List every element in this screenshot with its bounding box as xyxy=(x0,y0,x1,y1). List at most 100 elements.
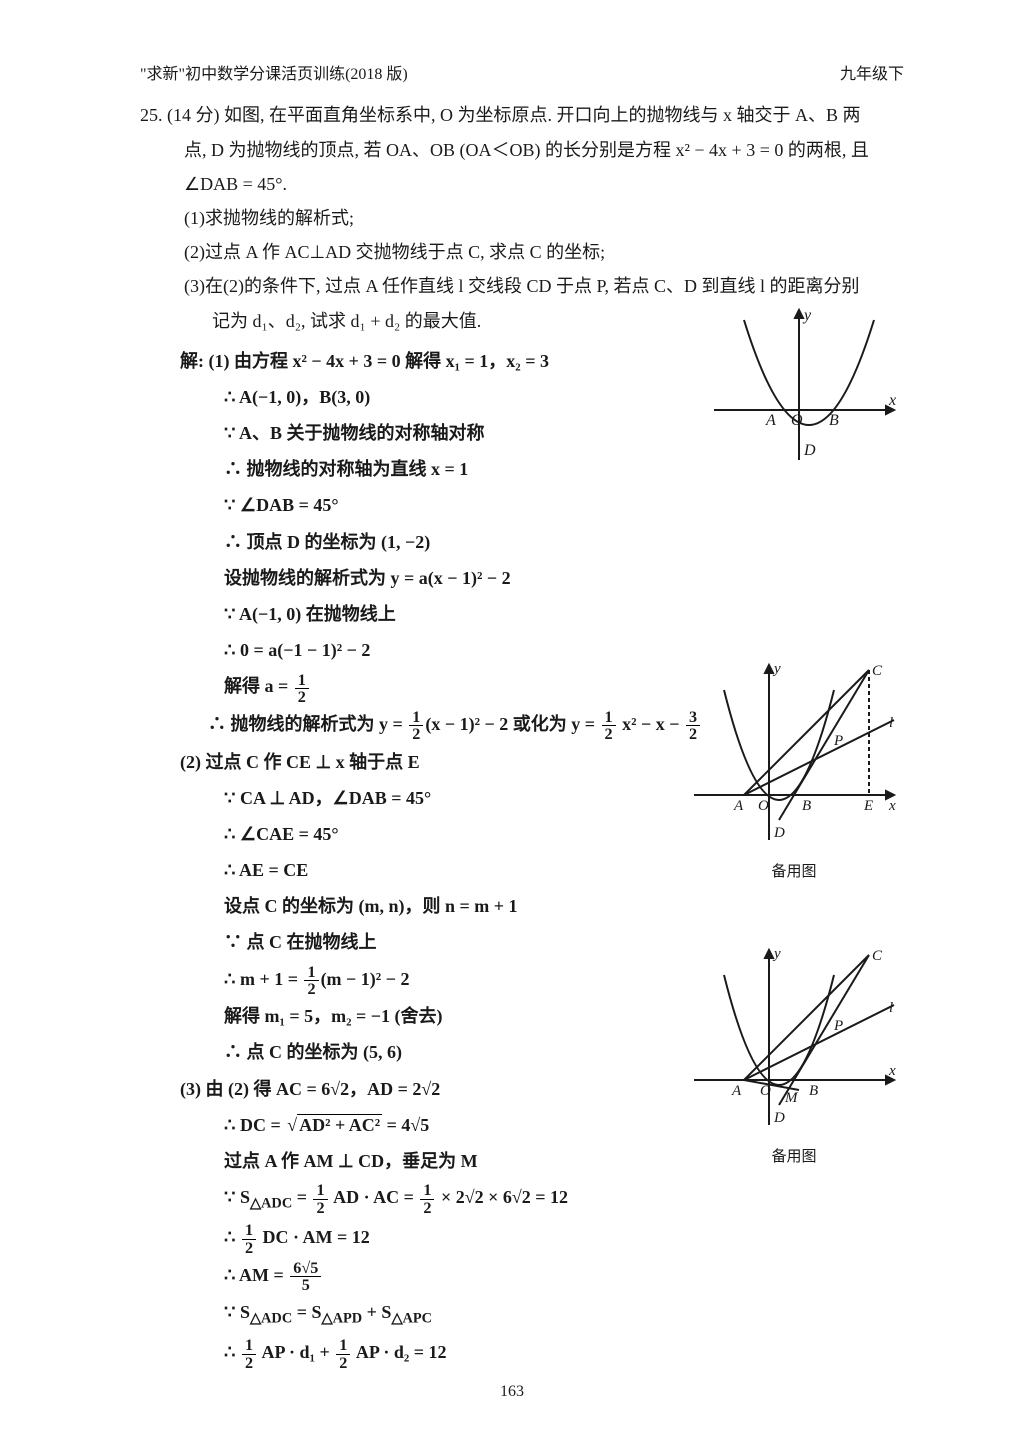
fraction: 12 xyxy=(242,1337,256,1370)
figure-1: y x A O B D xyxy=(704,300,904,481)
sol-3-l5a: ∴ AM = xyxy=(224,1265,288,1285)
page-number: 163 xyxy=(500,1377,524,1407)
parabola-graph-3: y x A O B D C P M l xyxy=(684,940,904,1130)
sol-2-l6a: ∴ m + 1 = xyxy=(224,969,302,989)
point-P-label: P xyxy=(833,733,843,749)
axis-y-label: y xyxy=(772,946,781,962)
parabola-graph-2: y x A O B D C P E l xyxy=(684,655,904,845)
sol-3-l3b: = xyxy=(292,1187,311,1207)
problem-number: 25. xyxy=(140,105,163,125)
sol-3-l3c: AD · AC = xyxy=(330,1187,419,1207)
frac-den: 2 xyxy=(313,1200,327,1216)
axis-x-label: x xyxy=(888,1063,896,1079)
point-C-label: C xyxy=(872,948,883,964)
frac-num: 1 xyxy=(242,1337,256,1354)
header-right: 九年级下 xyxy=(840,60,904,90)
fraction: 12 xyxy=(420,1182,434,1215)
sol-3-l6: ∵ S△ADC = S△APD + S△APC xyxy=(140,1295,904,1333)
fraction: 12 xyxy=(336,1337,350,1370)
sol-3-l3: ∵ S△ADC = 12 AD · AC = 12 × 2√2 × 6√2 = … xyxy=(140,1180,904,1218)
sol-3-l1b: = 4√5 xyxy=(382,1115,429,1135)
sol-3-l6c: + S xyxy=(362,1302,391,1322)
point-O-label: O xyxy=(760,1083,771,1099)
sub-tri: △ADC xyxy=(250,1196,292,1212)
point-C-label: C xyxy=(872,663,883,679)
point-P-label: P xyxy=(833,1018,843,1034)
point-B-label: B xyxy=(802,798,811,814)
sol-3-l3a: ∵ S xyxy=(224,1187,250,1207)
sol-2-l4: 设点 C 的坐标为 (m, n)，则 n = m + 1 xyxy=(140,889,904,923)
frac-num: 6√5 xyxy=(290,1260,321,1277)
sol-2-l6b: (m − 1)² − 2 xyxy=(321,969,410,989)
frac-den: 2 xyxy=(420,1200,434,1216)
frac-den: 2 xyxy=(409,726,423,742)
frac-num: 1 xyxy=(242,1222,256,1239)
radicand: AD² + AC² xyxy=(297,1114,382,1135)
point-M-label: M xyxy=(784,1090,799,1106)
point-A-label: A xyxy=(733,798,744,814)
fraction: 12 xyxy=(295,672,309,705)
point-D-label: D xyxy=(773,825,785,841)
point-O-label: O xyxy=(758,798,769,814)
figure-2-caption: 备用图 xyxy=(684,858,904,887)
fraction: 12 xyxy=(242,1222,256,1255)
sqrt: AD² + AC² xyxy=(285,1108,382,1142)
point-O-label: O xyxy=(791,412,803,429)
figure-2: y x A O B D C P E l 备用图 xyxy=(684,655,904,887)
sub-tri: △APC xyxy=(391,1311,432,1327)
fraction: 12 xyxy=(313,1182,327,1215)
parabola-graph-1: y x A O B D xyxy=(704,300,904,470)
sol-1-l5: ∴ 顶点 D 的坐标为 (1, −2) xyxy=(140,525,904,559)
point-B-label: B xyxy=(809,1083,818,1099)
sol-3-l6b: = S xyxy=(292,1302,321,1322)
frac-den: 2 xyxy=(336,1355,350,1371)
point-D-label: D xyxy=(773,1110,785,1126)
line-l-label: l xyxy=(889,1000,893,1016)
sol-1-l10a: ∴ 抛物线的解析式为 y = xyxy=(208,714,407,734)
frac-num: 1 xyxy=(304,964,318,981)
point-D-label: D xyxy=(803,442,816,459)
sol-3-l7b: AP · d₁ + xyxy=(258,1342,334,1362)
figure-3-caption: 备用图 xyxy=(684,1143,904,1172)
sol-3-l7a: ∴ xyxy=(224,1342,240,1362)
sol-1-l10b: (x − 1)² − 2 或化为 y = xyxy=(425,714,599,734)
sol-3-l4: ∴ 12 DC · AM = 12 xyxy=(140,1220,904,1256)
frac-den: 2 xyxy=(242,1240,256,1256)
sol-3-l7c: AP · d₂ = 12 xyxy=(352,1342,446,1362)
fraction: 12 xyxy=(304,964,318,997)
sol-1-l6: 设抛物线的解析式为 y = a(x − 1)² − 2 xyxy=(140,561,904,595)
frac-den: 2 xyxy=(602,726,616,742)
frac-num: 1 xyxy=(313,1182,327,1199)
axis-x-label: x xyxy=(888,392,896,409)
frac-num: 1 xyxy=(420,1182,434,1199)
line-l-label: l xyxy=(889,715,893,731)
axis-y-label: y xyxy=(802,307,812,324)
axis-x-label: x xyxy=(888,798,896,814)
frac-den: 2 xyxy=(295,689,309,705)
problem-text-1: 如图, 在平面直角坐标系中, O 为坐标原点. 开口向上的抛物线与 x 轴交于 … xyxy=(224,105,861,125)
point-A-label: A xyxy=(765,412,776,429)
sub-tri: △APD xyxy=(322,1311,363,1327)
frac-den: 5 xyxy=(290,1277,321,1293)
sol-3-l1a: ∴ DC = xyxy=(224,1115,285,1135)
problem-line-2: 点, D 为抛物线的顶点, 若 OA、OB (OA＜OB) 的长分别是方程 x²… xyxy=(140,133,904,167)
sol-3-l4a: ∴ xyxy=(224,1227,240,1247)
sol-3-l4b: DC · AM = 12 xyxy=(258,1227,370,1247)
header-left: "求新"初中数学分课活页训练(2018 版) xyxy=(140,60,408,90)
sol-3-l3d: × 2√2 × 6√2 = 12 xyxy=(436,1187,568,1207)
frac-num: 1 xyxy=(409,709,423,726)
frac-num: 1 xyxy=(295,672,309,689)
sol-3-l7: ∴ 12 AP · d₁ + 12 AP · d₂ = 12 xyxy=(140,1335,904,1371)
problem-line-1: 25. (14 分) 如图, 在平面直角坐标系中, O 为坐标原点. 开口向上的… xyxy=(140,98,904,132)
question-3a: (3)在(2)的条件下, 过点 A 任作直线 l 交线段 CD 于点 P, 若点… xyxy=(140,269,904,303)
sol-1-l9-pre: 解得 a = xyxy=(224,676,293,696)
point-E-label: E xyxy=(863,798,873,814)
sol-1-l10c: x² − x − xyxy=(618,714,684,734)
sol-1-l7: ∵ A(−1, 0) 在抛物线上 xyxy=(140,597,904,631)
problem-text-2: 点, D 为抛物线的顶点, 若 OA、OB (OA＜OB) 的长分别是方程 x²… xyxy=(184,140,869,160)
question-1: (1)求抛物线的解析式; xyxy=(140,201,904,235)
problem-points: (14 分) xyxy=(167,105,220,125)
sub-tri: △ADC xyxy=(250,1311,292,1327)
figure-3: y x A O B D C P M l 备用图 xyxy=(684,940,904,1172)
page-header: "求新"初中数学分课活页训练(2018 版) 九年级下 xyxy=(140,60,904,90)
